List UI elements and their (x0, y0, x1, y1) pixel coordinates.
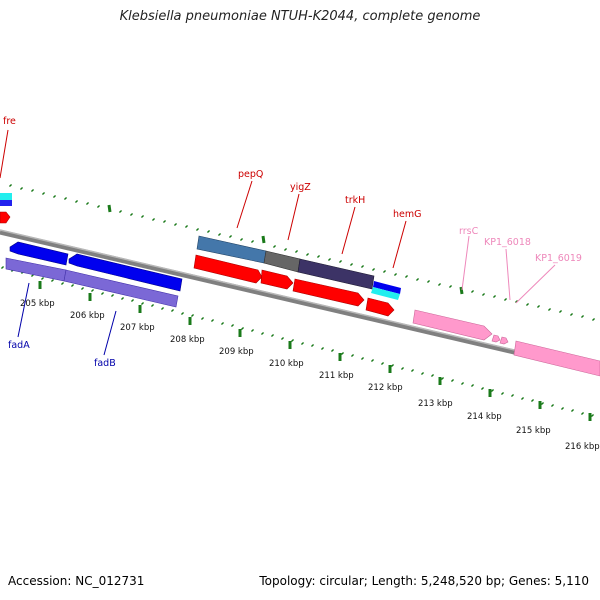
gene-fadA[interactable] (9, 241, 69, 266)
tick-label: 206 kbp (70, 311, 105, 321)
map-title: Klebsiella pneumoniae NTUH-K2044, comple… (119, 9, 481, 24)
rna-track (412, 309, 600, 377)
genome-backbone (0, 229, 600, 375)
gene-hemG-cyan[interactable] (371, 287, 400, 300)
accession-text: Accession: NC_012731 (8, 574, 145, 588)
tick-label: 214 kbp (467, 412, 502, 422)
tick-label: 215 kbp (516, 426, 551, 436)
forward-gene-track (193, 235, 401, 317)
rna-KP1_6018b[interactable] (499, 336, 509, 345)
gene-label-fadA: fadA (8, 340, 30, 351)
gene-label-fadB: fadB (94, 358, 116, 369)
gene-label-KP1_6018: KP1_6018 (484, 237, 531, 248)
tick-label: 216 kbp (565, 442, 600, 452)
tick-label: 208 kbp (170, 335, 205, 345)
gene-fre-arrow[interactable] (0, 211, 11, 224)
gene-label-hemG: hemG (393, 209, 421, 220)
tick-label: 209 kbp (219, 347, 254, 357)
gene-label-KP1_6019: KP1_6019 (535, 253, 582, 264)
reverse-gene-track (5, 241, 183, 308)
gene-label-trkH: trkH (345, 195, 365, 206)
gene-label-fre: fre (3, 116, 16, 127)
gene-hemG[interactable] (365, 297, 395, 317)
rna-KP1_6018[interactable] (491, 334, 501, 343)
tick-label: 211 kbp (319, 371, 354, 381)
inner-tick-ring (0, 265, 595, 421)
gene-hemG-blue[interactable] (373, 281, 401, 294)
gene-pepQ[interactable] (193, 254, 263, 284)
tick-label: 210 kbp (269, 359, 304, 369)
gene-yigZ-grey[interactable] (263, 250, 301, 273)
gene-fre-cyan[interactable] (0, 193, 12, 200)
tick-label: 213 kbp (418, 399, 453, 409)
gene-label-pepQ: pepQ (238, 169, 263, 180)
gene-trkH-dark[interactable] (297, 258, 375, 290)
tick-label: 207 kbp (120, 323, 155, 333)
gene-fadB[interactable] (68, 253, 183, 292)
rna-KP1_6019[interactable] (513, 340, 600, 377)
gene-label-yigZ: yigZ (290, 182, 311, 193)
gene-trkH[interactable] (292, 278, 365, 307)
tick-label: 212 kbp (368, 383, 403, 393)
rna-rrsC[interactable] (412, 309, 493, 341)
outer-tick-ring (8, 183, 596, 322)
gene-yigZ[interactable] (260, 269, 294, 290)
tick-label: 205 kbp (20, 299, 55, 309)
genome-info-text: Topology: circular; Length: 5,248,520 bp… (259, 574, 589, 588)
gene-label-rrsC: rrsC (459, 226, 479, 237)
gene-fadB-purple[interactable] (63, 269, 179, 308)
